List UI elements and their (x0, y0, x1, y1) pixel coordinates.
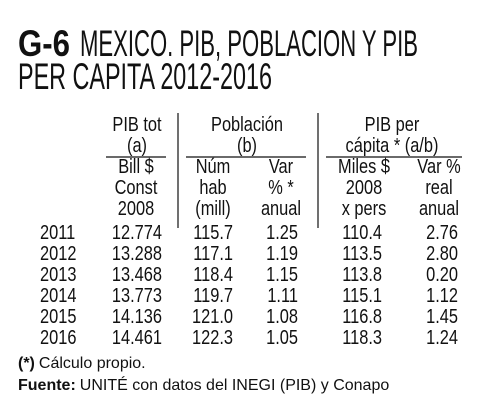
column-header: (mill) (195, 196, 230, 219)
table-cell: 1.05 (266, 325, 298, 348)
table-cell: 1.24 (426, 325, 458, 348)
table-cell: 1.25 (266, 220, 298, 243)
column-header: Bill $ (118, 154, 154, 177)
table-cell: 13.468 (112, 262, 162, 285)
table-cell: 1.12 (426, 283, 458, 306)
table-cell: 119.7 (193, 283, 233, 306)
table-cell: 13.773 (112, 283, 162, 306)
title-line: PER CAPITA 2012-2016 (18, 56, 272, 97)
column-header: hab (199, 175, 226, 198)
table-cell: 118.3 (342, 325, 382, 348)
table-cell: 117.1 (193, 241, 233, 264)
table-cell: 113.8 (342, 262, 382, 285)
footnote: Fuente: UNITÉ con datos del INEGI (PIB) y… (18, 375, 389, 394)
table-cell: 14.461 (112, 325, 162, 348)
table-cell: 118.4 (193, 262, 233, 285)
column-header: Var % (417, 154, 460, 177)
chart-code: G-6 (18, 23, 70, 64)
column-header: 2008 (118, 196, 154, 219)
row-year: 2015 (40, 304, 76, 327)
title-line: MEXICO. PIB, POBLACION Y PIB (80, 23, 418, 64)
column-header: anual (419, 196, 459, 219)
row-year: 2011 (40, 220, 75, 243)
row-year: 2013 (40, 262, 76, 285)
footnote-text: Cálculo propio. (39, 355, 146, 372)
group-header: cápita * (a/b) (346, 133, 439, 156)
table-cell: 12.774 (112, 220, 162, 243)
column-header: Const (115, 175, 158, 198)
column-header: % * (268, 175, 294, 198)
table-cell: 1.15 (266, 262, 298, 285)
column-header: 2008 (346, 175, 382, 198)
table-cell: 110.4 (342, 220, 382, 243)
column-header: Núm (196, 154, 231, 177)
row-year: 2012 (40, 241, 76, 264)
row-year: 2014 (40, 283, 76, 306)
group-header: PIB per (365, 112, 420, 135)
group-header: (b) (237, 133, 257, 156)
table-cell: 115.1 (342, 283, 382, 306)
table-cell: 1.45 (426, 304, 458, 327)
table-cell: 1.19 (266, 241, 298, 264)
column-header: Miles $ (338, 154, 390, 177)
footnote-text: UNITÉ con datos del INEGI (PIB) y Conapo (80, 375, 390, 394)
table-cell: 115.7 (193, 220, 233, 243)
table-cell: 14.136 (112, 304, 162, 327)
table-cell: 1.11 (267, 283, 298, 306)
table-cell: 1.08 (266, 304, 298, 327)
footnote-label: Fuente: (18, 377, 76, 394)
table-cell: 116.8 (342, 304, 382, 327)
table-cell: 121.0 (192, 304, 233, 327)
column-header: x pers (342, 196, 387, 219)
table-cell: 122.3 (192, 325, 233, 348)
group-header: PIB tot (112, 112, 161, 135)
row-year: 2016 (40, 325, 76, 348)
column-header: anual (261, 196, 301, 219)
table-cell: 2.76 (426, 220, 458, 243)
table-cell: 2.80 (426, 241, 458, 264)
column-header: Var (269, 154, 293, 177)
footnote-label: (*) (18, 355, 35, 372)
footnote: (*) Cálculo propio. (18, 355, 146, 372)
table-cell: 0.20 (426, 262, 458, 285)
table-cell: 13.288 (112, 241, 162, 264)
column-header: real (425, 175, 452, 198)
table-cell: 113.5 (342, 241, 382, 264)
group-header: Población (211, 112, 283, 135)
group-header: (a) (127, 133, 147, 156)
